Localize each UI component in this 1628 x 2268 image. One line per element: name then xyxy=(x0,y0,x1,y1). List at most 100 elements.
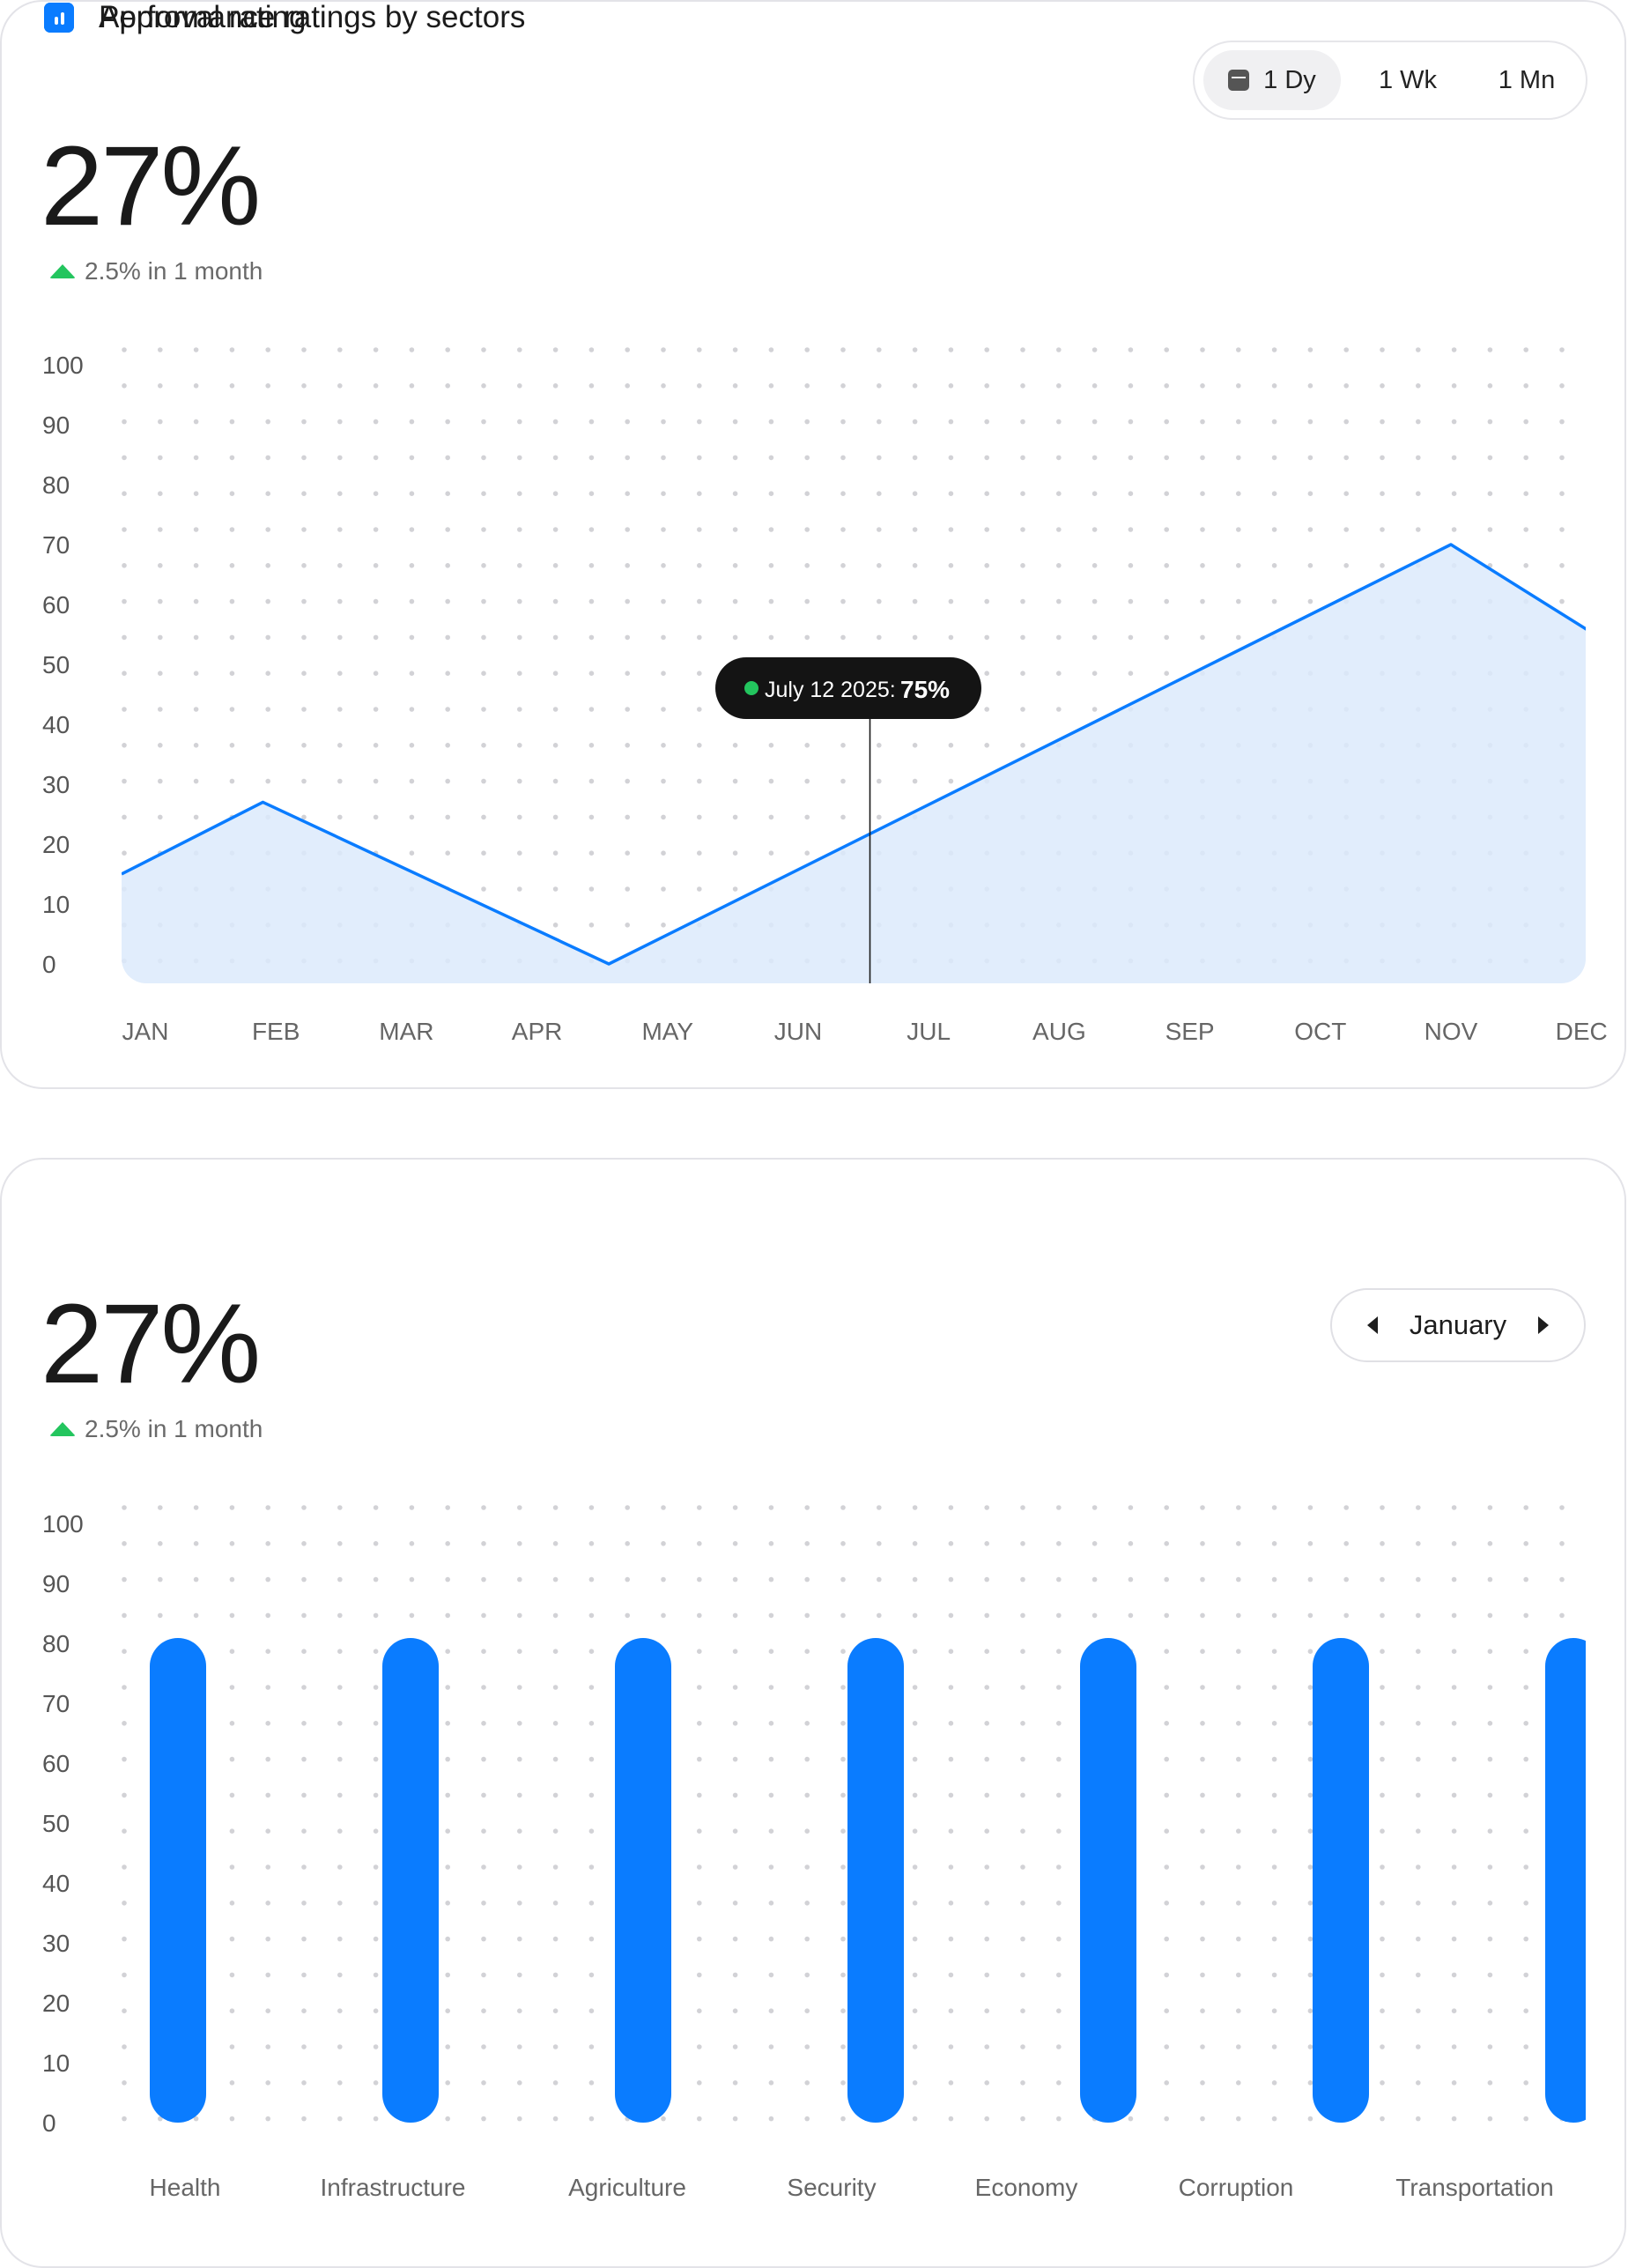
grid-dot xyxy=(1020,455,1025,461)
previous-month-icon[interactable] xyxy=(1367,1316,1378,1334)
grid-dot xyxy=(517,347,522,352)
grid-dot xyxy=(552,455,559,461)
grid-dot xyxy=(229,347,235,352)
grid-dot xyxy=(1056,383,1062,389)
grid-dot xyxy=(552,1685,559,1690)
grid-dot xyxy=(1416,1649,1421,1654)
grid-dot xyxy=(301,1756,307,1762)
grid-dot xyxy=(661,707,666,712)
grid-dot xyxy=(445,1936,451,1942)
grid-dot xyxy=(625,743,630,748)
grid-dot xyxy=(1236,455,1241,461)
grid-dot xyxy=(1307,2080,1314,2086)
grid-dot xyxy=(122,563,127,568)
grid-dot xyxy=(1416,1721,1421,1726)
grid-dot xyxy=(1020,707,1025,712)
grid-dot xyxy=(409,491,415,496)
grid-dot xyxy=(445,563,451,568)
grid-dot xyxy=(804,455,810,461)
grid-dot xyxy=(1164,671,1169,676)
grid-dot xyxy=(625,1505,630,1510)
grid-dot xyxy=(337,634,343,641)
grid-dot xyxy=(445,383,451,389)
grid-dot xyxy=(984,2008,989,2013)
grid-dot xyxy=(984,1792,989,1798)
grid-dot xyxy=(697,778,702,784)
grid-dot xyxy=(984,1685,989,1690)
grid-dot xyxy=(337,1864,343,1870)
y-axis-tick-label: 30 xyxy=(42,771,70,798)
grid-dot xyxy=(409,1576,415,1582)
approval-series-line xyxy=(122,543,1586,966)
grid-dot xyxy=(948,1505,954,1510)
grid-dot xyxy=(984,491,989,496)
grid-dot xyxy=(588,1936,595,1942)
grid-dot xyxy=(768,634,774,641)
grid-dot xyxy=(158,814,163,820)
grid-dot xyxy=(1020,1792,1025,1798)
grid-dot xyxy=(301,1901,307,1906)
grid-dot xyxy=(984,2116,989,2122)
grid-dot xyxy=(1128,455,1134,461)
grid-dot xyxy=(877,778,882,784)
range-1-month-button[interactable]: 1 Mn xyxy=(1473,50,1580,110)
grid-dot xyxy=(1056,1792,1062,1798)
grid-dot xyxy=(625,707,630,712)
x-axis-tick-label: AUG xyxy=(1032,1018,1086,1045)
grid-dot xyxy=(301,383,307,389)
grid-dot xyxy=(229,1685,235,1690)
grid-dot xyxy=(984,743,989,748)
grid-dot xyxy=(840,455,846,461)
grid-dot xyxy=(409,527,415,532)
grid-dot xyxy=(373,491,379,496)
grid-dot xyxy=(1451,2080,1457,2086)
grid-dot xyxy=(984,347,989,352)
grid-dot xyxy=(1380,527,1385,532)
grid-dot xyxy=(337,1972,343,1978)
grid-dot xyxy=(1416,2080,1421,2086)
grid-dot xyxy=(1307,527,1314,532)
range-1-week-button[interactable]: 1 Wk xyxy=(1353,50,1462,110)
grid-dot xyxy=(1523,2008,1528,2013)
grid-dot xyxy=(625,671,630,676)
grid-dot xyxy=(984,383,989,389)
grid-dot xyxy=(517,634,522,641)
grid-dot xyxy=(984,598,989,604)
range-1-month-label: 1 Mn xyxy=(1498,65,1556,94)
grid-dot xyxy=(1056,1649,1062,1654)
grid-dot xyxy=(373,1576,379,1582)
grid-dot xyxy=(768,1612,774,1619)
tooltip-date: July 12 2025: xyxy=(765,678,896,702)
grid-dot xyxy=(1164,1901,1169,1906)
grid-dot xyxy=(122,778,127,784)
grid-dot xyxy=(409,347,415,352)
grid-dot xyxy=(1271,527,1277,532)
grid-dot xyxy=(122,1721,127,1726)
grid-dot xyxy=(984,455,989,461)
grid-dot xyxy=(1416,455,1421,461)
grid-dot xyxy=(552,886,559,892)
grid-dot xyxy=(193,455,199,461)
grid-dot xyxy=(373,2008,379,2013)
grid-dot xyxy=(445,527,451,532)
sector-delta: 2.5% in 1 month xyxy=(49,1415,263,1443)
grid-dot xyxy=(373,347,379,352)
grid-dot xyxy=(984,671,989,676)
grid-dot xyxy=(984,1505,989,1510)
grid-dot xyxy=(552,598,559,604)
grid-dot xyxy=(804,1972,810,1978)
range-1-day-button[interactable]: 1 Dy xyxy=(1203,50,1341,110)
grid-dot xyxy=(1416,1864,1421,1870)
grid-dot xyxy=(877,1505,882,1510)
grid-dot xyxy=(948,419,954,425)
grid-dot xyxy=(193,1612,199,1619)
grid-dot xyxy=(445,1972,451,1978)
grid-dot xyxy=(481,383,486,389)
grid-dot xyxy=(1343,1612,1349,1619)
grid-dot xyxy=(1236,383,1241,389)
grid-dot xyxy=(732,347,738,352)
next-month-icon[interactable] xyxy=(1537,1316,1549,1334)
grid-dot xyxy=(1416,1612,1421,1619)
grid-dot xyxy=(409,598,415,604)
grid-dot xyxy=(158,598,163,604)
